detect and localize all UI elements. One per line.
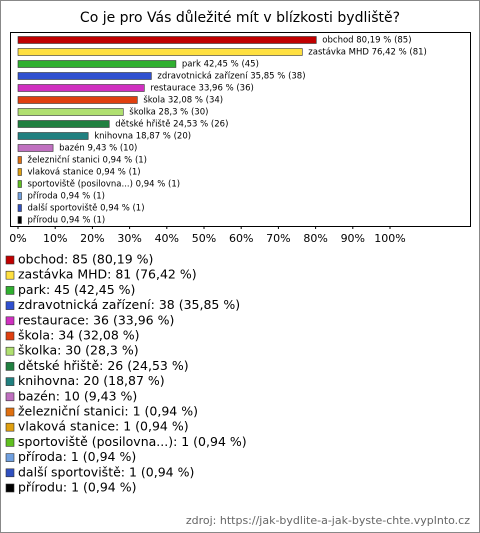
value-label: sportoviště (posilovna...) 0,94 % (1) xyxy=(27,179,180,190)
value-label: příroda 0,94 % (1) xyxy=(27,192,105,202)
legend-entry: zastávka MHD: 81 (76,42 %) xyxy=(18,267,197,282)
legend-swatch xyxy=(5,407,15,417)
legend-swatch xyxy=(5,270,15,280)
legend-entry: knihovna: 20 (18,87 %) xyxy=(18,373,165,388)
x-tick-label: 0% xyxy=(9,232,26,245)
bar xyxy=(17,96,138,104)
bar xyxy=(17,120,110,128)
legend-entry: školka: 30 (28,3 %) xyxy=(18,343,139,358)
chart-title: Co je pro Vás důležité mít v blízkosti b… xyxy=(80,10,400,26)
value-label: bazén 9,43 % (10) xyxy=(59,143,137,154)
legend-swatch xyxy=(5,331,15,341)
bar xyxy=(17,48,303,56)
value-label: vlaková stanice 0,94 % (1) xyxy=(27,168,140,178)
x-tick-label: 10% xyxy=(43,232,67,245)
legend-swatch xyxy=(5,316,15,326)
bar xyxy=(17,192,22,200)
legend-entry: příroda: 1 (0,94 %) xyxy=(18,449,136,464)
value-label: železniční stanici 0,94 % (1) xyxy=(27,155,147,166)
bar xyxy=(17,36,317,44)
legend-entry: další sportoviště: 1 (0,94 %) xyxy=(18,464,194,479)
value-label: školka 28,3 % (30) xyxy=(129,107,208,118)
x-tick-label: 90% xyxy=(341,232,365,245)
value-label: obchod 80,19 % (85) xyxy=(322,36,411,46)
legend-swatch xyxy=(5,422,15,432)
bar xyxy=(17,72,152,80)
x-tick-label: 30% xyxy=(117,232,141,245)
bar xyxy=(17,60,177,68)
bar xyxy=(17,132,89,140)
legend-entry: restaurace: 36 (33,96 %) xyxy=(18,312,174,327)
value-label: zastávka MHD 76,42 % (81) xyxy=(308,48,427,58)
bar xyxy=(17,156,22,164)
bar xyxy=(17,84,145,92)
x-tick-label: 50% xyxy=(192,232,216,245)
x-tick-label: 70% xyxy=(266,232,290,245)
legend-swatch xyxy=(5,453,15,462)
value-label: park 42,45 % (45) xyxy=(182,60,259,70)
legend-entry: obchod: 85 (80,19 %) xyxy=(18,252,153,267)
x-tick-label: 20% xyxy=(80,232,104,245)
value-label: škola 32,08 % (34) xyxy=(143,95,223,106)
legend-swatch xyxy=(5,483,15,493)
bar xyxy=(17,108,124,116)
source: zdroj: https://jak-bydlite-a-jak-byste-c… xyxy=(186,514,470,527)
legend-entry: dětské hřiště: 26 (24,53 %) xyxy=(18,358,189,373)
bar xyxy=(17,204,22,212)
x-tick-label: 60% xyxy=(229,232,253,245)
x-tick-label: 40% xyxy=(155,232,179,245)
legend-swatch xyxy=(5,286,15,295)
legend-entry: škola: 34 (32,08 %) xyxy=(18,328,140,343)
legend-entry: zdravotnická zařízení: 38 (35,85 %) xyxy=(18,297,240,312)
legend-swatch xyxy=(5,392,15,402)
legend-entry: železniční stanici: 1 (0,94 %) xyxy=(18,404,198,419)
value-label: restaurace 33,96 % (36) xyxy=(150,84,253,94)
value-label: zdravotnická zařízení 35,85 % (38) xyxy=(157,72,305,82)
legend-entry: vlaková stanice: 1 (0,94 %) xyxy=(18,419,189,434)
value-label: knihovna 18,87 % (20) xyxy=(94,132,191,142)
legend-swatch xyxy=(5,468,15,478)
value-label: další sportoviště 0,94 % (1) xyxy=(27,203,144,214)
x-tick-label: 80% xyxy=(303,232,327,245)
legend-swatch xyxy=(5,301,15,310)
value-label: dětské hřiště 24,53 % (26) xyxy=(115,119,228,130)
value-label: přírodu 0,94 % (1) xyxy=(27,216,105,226)
legend-entry: bazén: 10 (9,43 %) xyxy=(18,388,137,403)
legend-swatch xyxy=(5,438,15,447)
legend-swatch xyxy=(5,377,15,386)
x-tick-label: 100% xyxy=(374,232,405,245)
legend-entry: přírodu: 1 (0,94 %) xyxy=(18,480,136,495)
legend-entry: sportoviště (posilovna...): 1 (0,94 %) xyxy=(18,434,247,449)
bar xyxy=(17,180,22,188)
legend-entry: park: 45 (42,45 %) xyxy=(18,282,135,297)
bar xyxy=(17,168,22,176)
bar xyxy=(17,216,22,224)
legend-swatch xyxy=(5,362,15,371)
bar xyxy=(17,144,54,152)
legend-swatch xyxy=(5,255,15,265)
legend-swatch xyxy=(5,346,15,356)
